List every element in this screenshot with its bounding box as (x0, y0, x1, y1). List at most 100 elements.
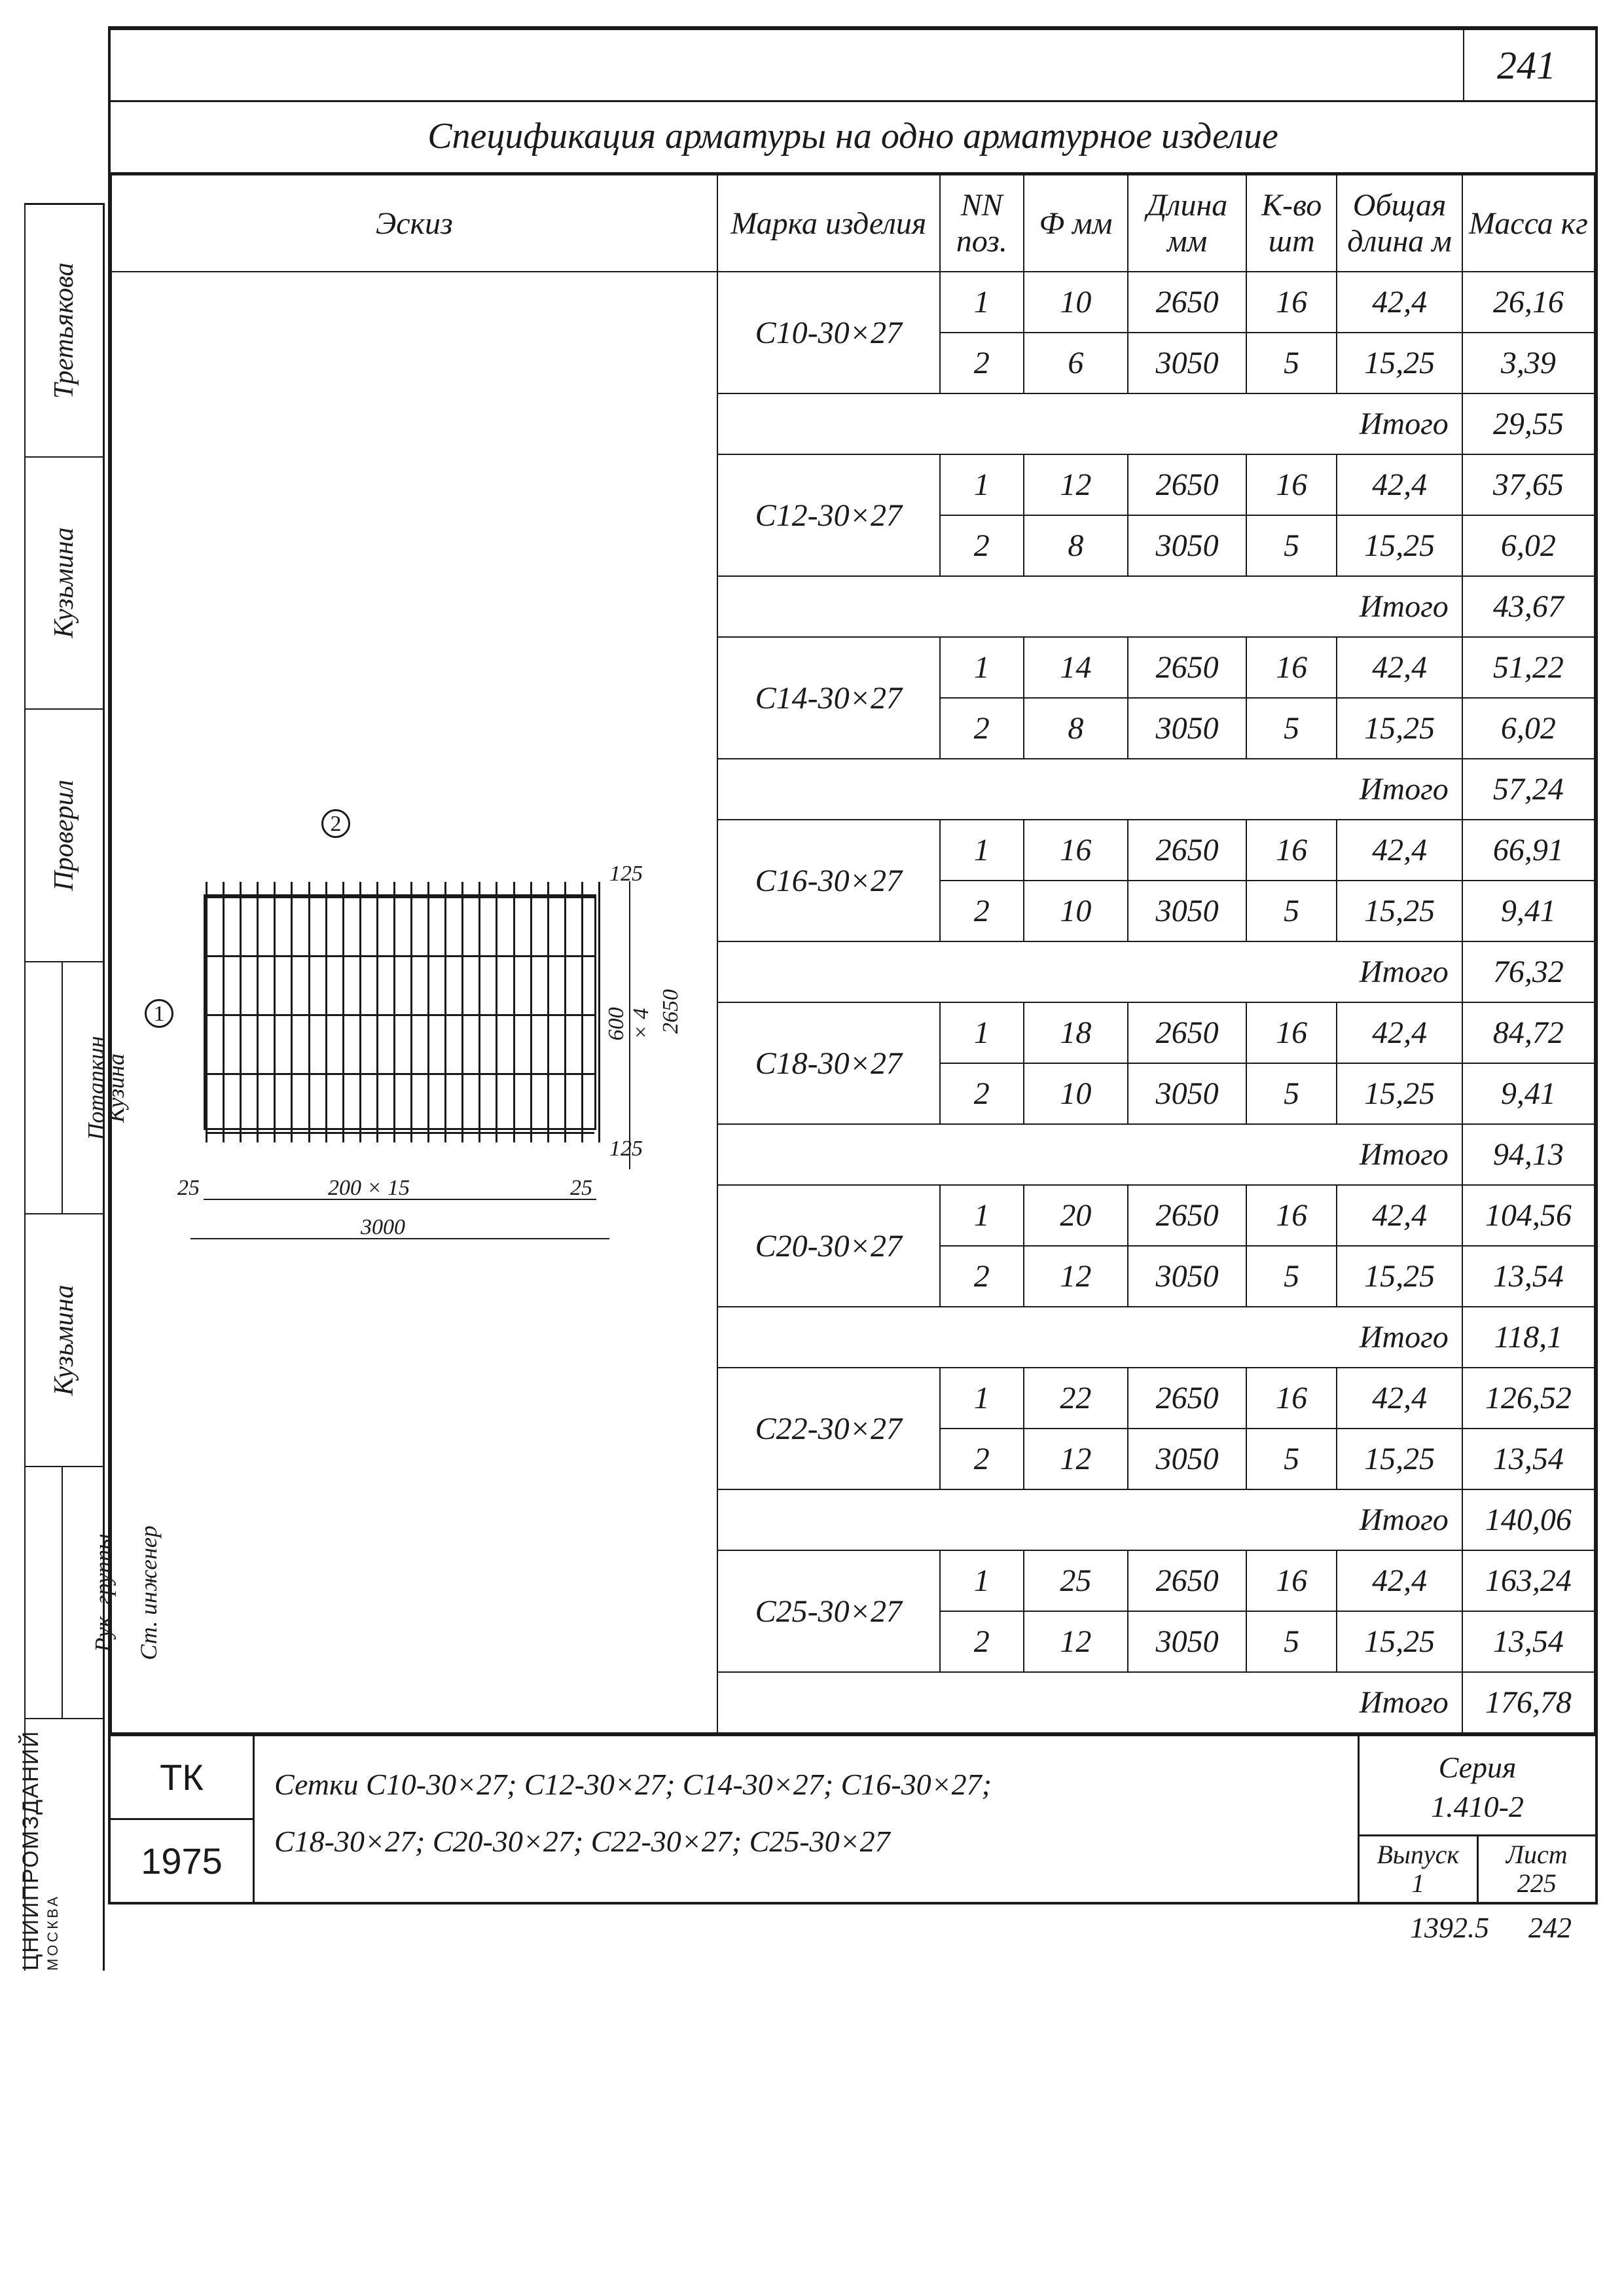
cell-pos: 1 (940, 637, 1024, 698)
cell-dia: 10 (1024, 1063, 1128, 1124)
cell-tot: 15,25 (1337, 1246, 1462, 1307)
footer-left: 1392.5 (1410, 1911, 1489, 1944)
cell-len: 3050 (1128, 333, 1246, 393)
cell-qty: 16 (1246, 1550, 1337, 1611)
page: ЦНИИПРОМЗДАНИЙ МОСКВА ТретьяковаКузьмина… (26, 26, 1598, 1944)
th-pos: NN поз. (940, 175, 1024, 272)
cell-tot: 42,4 (1337, 637, 1462, 698)
cell-tot: 15,25 (1337, 1063, 1462, 1124)
cell-dia: 10 (1024, 881, 1128, 941)
cell-tot: 42,4 (1337, 1550, 1462, 1611)
title-block-right: Серия 1.410-2 Выпуск 1 Лист 225 (1360, 1736, 1595, 1902)
cell-qty: 16 (1246, 1002, 1337, 1063)
cell-mass: 9,41 (1462, 881, 1595, 941)
cell-dia: 10 (1024, 272, 1128, 333)
cell-len: 2650 (1128, 1002, 1246, 1063)
cell-qty: 16 (1246, 637, 1337, 698)
cell-len: 2650 (1128, 637, 1246, 698)
dim-2650: 2650 (659, 989, 683, 1034)
dim-125a: 125 (609, 862, 643, 886)
title-row: Спецификация арматуры на одно арматурное… (111, 102, 1595, 174)
cell-dia: 20 (1024, 1185, 1128, 1246)
series-cell: Серия 1.410-2 (1360, 1736, 1595, 1836)
callout-2: 2 (321, 809, 350, 838)
mark-cell: С25-30×27 (717, 1550, 940, 1672)
cell-mass: 66,91 (1462, 820, 1595, 881)
th-mark: Марка изделия (717, 175, 940, 272)
cell-mass: 6,02 (1462, 515, 1595, 576)
cell-qty: 5 (1246, 1063, 1337, 1124)
vypusk-label: Выпуск (1377, 1840, 1459, 1869)
itogo-value-cell: 76,32 (1462, 941, 1595, 1002)
vypusk-cell: Выпуск 1 (1360, 1836, 1479, 1902)
cell-qty: 16 (1246, 272, 1337, 333)
title-block-left: ТК 1975 (111, 1736, 255, 1902)
mark-cell: С12-30×27 (717, 454, 940, 576)
title-block-center: Сетки С10-30×27; С12-30×27; С14-30×27; С… (255, 1736, 1360, 1902)
cell-mass: 126,52 (1462, 1368, 1595, 1429)
cell-pos: 1 (940, 820, 1024, 881)
series-num: 1.410-2 (1431, 1790, 1524, 1823)
cell-dia: 6 (1024, 333, 1128, 393)
cell-pos: 2 (940, 333, 1024, 393)
title: Спецификация арматуры на одно арматурное… (427, 116, 1278, 156)
dim-200x15: 200 × 15 (328, 1176, 410, 1201)
cell-dia: 12 (1024, 1429, 1128, 1489)
main-frame: 241 Спецификация арматуры на одно армату… (108, 26, 1598, 1904)
cell-pos: 2 (940, 698, 1024, 759)
cell-pos: 2 (940, 1611, 1024, 1672)
cell-qty: 5 (1246, 333, 1337, 393)
cell-dia: 16 (1024, 820, 1128, 881)
itogo-value-cell: 57,24 (1462, 759, 1595, 820)
footer-right: 242 (1528, 1911, 1572, 1944)
th-mass: Масса кг (1462, 175, 1595, 272)
cell-len: 2650 (1128, 1368, 1246, 1429)
sidebar-cell: Кузьмина (24, 1213, 103, 1466)
mark-cell: С22-30×27 (717, 1368, 940, 1489)
cell-mass: 13,54 (1462, 1611, 1595, 1672)
sketch-diagram: 21125125600 × 426502525200 × 153000 (151, 842, 649, 1300)
cell-dia: 12 (1024, 1246, 1128, 1307)
sidebar: ЦНИИПРОМЗДАНИЙ МОСКВА ТретьяковаКузьмина… (26, 203, 105, 1971)
desc-line-2: С18-30×27; С20-30×27; С22-30×27; С25-30×… (274, 1813, 1338, 1870)
sidebar-cell: Третьякова (24, 203, 103, 456)
cell-len: 3050 (1128, 515, 1246, 576)
mark-cell: С14-30×27 (717, 637, 940, 759)
cell-mass: 104,56 (1462, 1185, 1595, 1246)
mark-cell: С20-30×27 (717, 1185, 940, 1307)
sidebar-cells: ТретьяковаКузьминаПроверилПотапкинКузина… (24, 203, 103, 1971)
sidebar-cell-label: Проверил (48, 780, 80, 891)
cell-len: 3050 (1128, 1063, 1246, 1124)
year-label: 1975 (111, 1820, 255, 1902)
itogo-label-cell: Итого (717, 1672, 1462, 1733)
th-len: Длина мм (1128, 175, 1246, 272)
sidebar-cell: Кузьмина (24, 456, 103, 709)
cell-qty: 5 (1246, 698, 1337, 759)
dim-line-v1 (629, 881, 630, 1169)
itogo-label-cell: Итого (717, 941, 1462, 1002)
page-number-row: 241 (111, 30, 1595, 102)
cell-dia: 18 (1024, 1002, 1128, 1063)
sidebar-cell (24, 1718, 103, 1971)
cell-pos: 1 (940, 454, 1024, 515)
cell-tot: 42,4 (1337, 272, 1462, 333)
cell-tot: 15,25 (1337, 515, 1462, 576)
cell-qty: 5 (1246, 1246, 1337, 1307)
cell-len: 3050 (1128, 1246, 1246, 1307)
cell-pos: 1 (940, 1368, 1024, 1429)
sidebar-cell: Проверил (24, 708, 103, 961)
cell-dia: 14 (1024, 637, 1128, 698)
cell-tot: 15,25 (1337, 1611, 1462, 1672)
itogo-value-cell: 43,67 (1462, 576, 1595, 637)
cell-qty: 5 (1246, 515, 1337, 576)
cell-qty: 16 (1246, 820, 1337, 881)
cell-tot: 15,25 (1337, 698, 1462, 759)
cell-qty: 5 (1246, 1429, 1337, 1489)
sidebar-cell: ПотапкинКузина (24, 961, 103, 1214)
cell-dia: 25 (1024, 1550, 1128, 1611)
cell-tot: 15,25 (1337, 881, 1462, 941)
cell-mass: 9,41 (1462, 1063, 1595, 1124)
cell-pos: 1 (940, 1550, 1024, 1611)
tk-label: ТК (111, 1736, 255, 1820)
cell-pos: 1 (940, 1185, 1024, 1246)
